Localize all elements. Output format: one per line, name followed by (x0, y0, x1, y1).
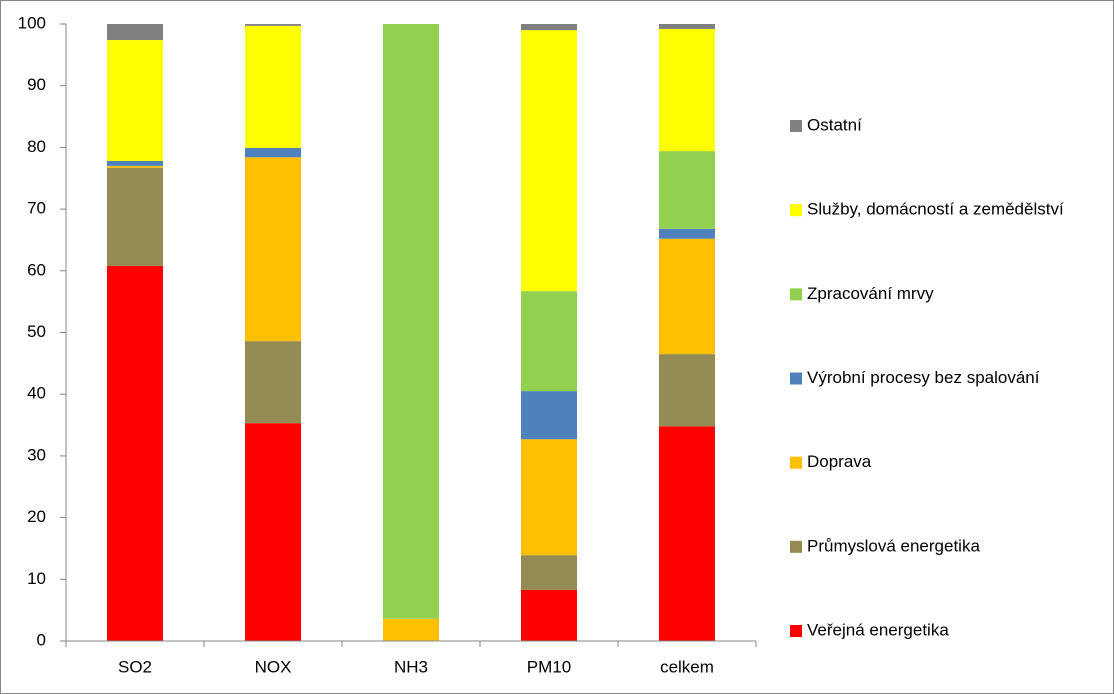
bar-segment (521, 30, 577, 292)
bar-segment (383, 24, 439, 619)
x-tick-label: NH3 (394, 657, 428, 676)
legend-label: Veřejná energetika (807, 620, 949, 639)
bar-segment (107, 40, 163, 161)
bar-segment (107, 265, 163, 641)
bar-segment (521, 291, 577, 392)
legend-swatch (790, 288, 802, 301)
y-tick-label: 50 (27, 322, 46, 341)
legend-swatch (790, 625, 802, 637)
bar-segment (521, 24, 577, 31)
y-tick-label: 100 (18, 13, 46, 32)
legend-label: Služby, domácností a zemědělství (807, 200, 1064, 219)
legend-label: Průmyslová energetika (807, 536, 980, 555)
bar-segment (245, 24, 301, 26)
y-tick-label: 70 (27, 199, 46, 218)
bar-segment (659, 24, 715, 29)
y-tick-label: 90 (27, 75, 46, 94)
legend-swatch (790, 120, 802, 132)
bar-segment (659, 354, 715, 427)
legend-label: Zpracování mrvy (807, 284, 934, 303)
bar-segment (383, 618, 439, 641)
legend-swatch (790, 204, 802, 217)
bar-segment (659, 151, 715, 229)
x-tick-label: PM10 (527, 657, 571, 676)
x-tick-label: NOX (255, 657, 292, 676)
y-tick-label: 60 (27, 260, 46, 279)
y-tick-label: 40 (27, 384, 46, 403)
y-tick-label: 0 (37, 630, 46, 649)
bar-segment (659, 228, 715, 239)
y-tick-label: 10 (27, 569, 46, 588)
bar-segment (659, 426, 715, 641)
x-tick-label: celkem (660, 657, 714, 676)
bar-segment (245, 25, 301, 149)
bar-segment (245, 423, 301, 641)
bar-segment (107, 24, 163, 41)
bar-segment (659, 28, 715, 152)
bar-segment (107, 165, 163, 168)
bar-segment (521, 589, 577, 641)
bar-segment (245, 157, 301, 342)
y-tick-label: 80 (27, 137, 46, 156)
bar-segment (107, 160, 163, 166)
legend-label: Výrobní procesy bez spalování (807, 368, 1040, 387)
legend-label: Doprava (807, 452, 872, 471)
legend-swatch (790, 372, 802, 385)
y-tick-label: 30 (27, 445, 46, 464)
y-tick-label: 20 (27, 507, 46, 526)
bar-segment (659, 238, 715, 355)
bar-segment (521, 439, 577, 556)
legend-swatch (790, 456, 802, 469)
x-tick-label: SO2 (118, 657, 152, 676)
legend-swatch (790, 540, 802, 553)
bar-segment (107, 167, 163, 266)
legend-label: Ostatní (807, 115, 862, 134)
bar-segment (245, 148, 301, 158)
bar-segment (245, 341, 301, 424)
bar-segment (521, 391, 577, 440)
bar-segment (521, 555, 577, 590)
